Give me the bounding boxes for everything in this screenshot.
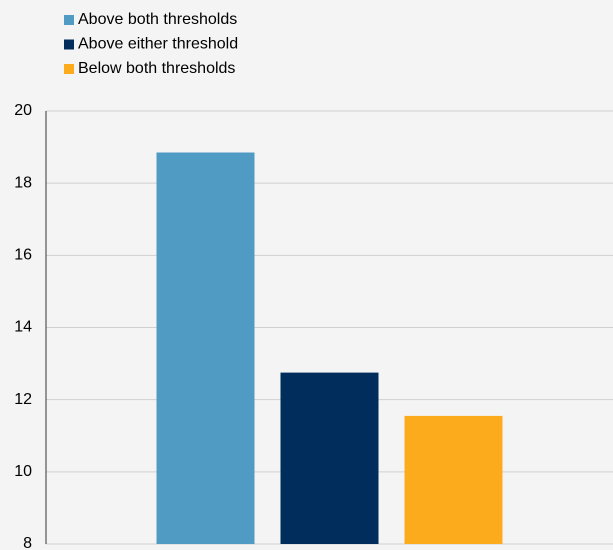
bar bbox=[156, 152, 255, 544]
legend-label: Above either threshold bbox=[78, 36, 238, 53]
y-tick-label: 18 bbox=[14, 174, 32, 191]
y-tick-label: 10 bbox=[14, 463, 32, 480]
legend-swatch bbox=[64, 15, 74, 25]
legend-label: Below both thresholds bbox=[78, 60, 235, 77]
bar bbox=[280, 372, 379, 544]
legend-swatch bbox=[64, 39, 74, 50]
y-tick-label: 20 bbox=[14, 102, 32, 119]
legend-swatch bbox=[64, 64, 74, 74]
y-tick-label: 16 bbox=[14, 247, 32, 264]
legend-label: Above both thresholds bbox=[78, 11, 237, 28]
y-tick-label: 8 bbox=[23, 535, 32, 550]
y-tick-label: 14 bbox=[14, 319, 32, 336]
y-tick-label: 12 bbox=[14, 391, 32, 408]
bar bbox=[404, 415, 503, 544]
